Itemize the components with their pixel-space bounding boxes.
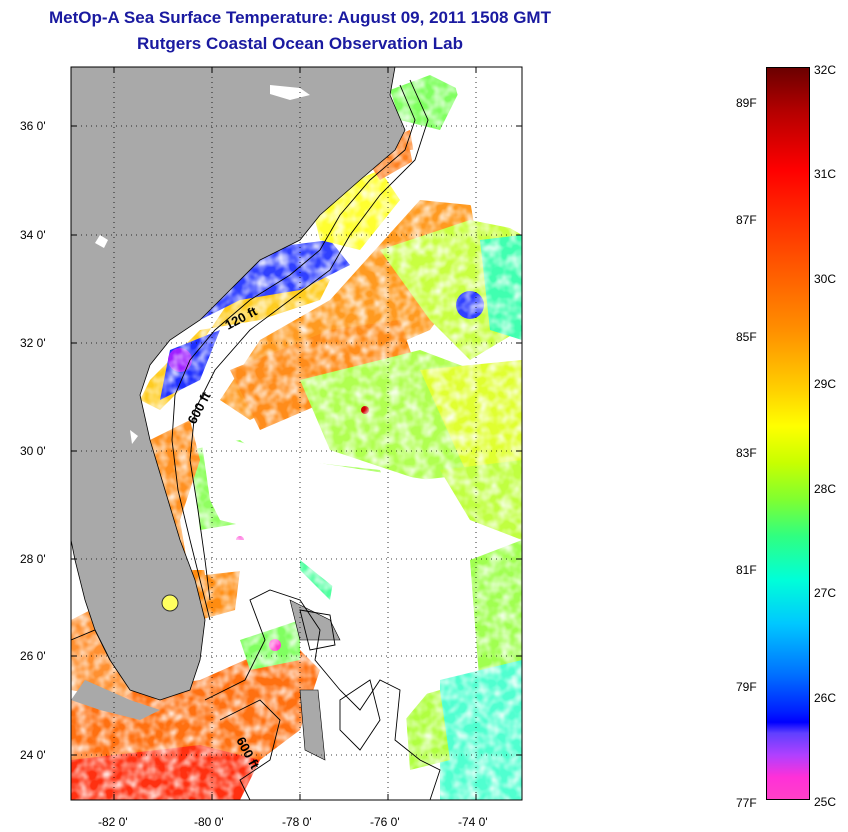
lat-label: 30 0'	[20, 444, 46, 458]
graticule	[71, 67, 522, 800]
fahrenheit-label: 79F	[736, 680, 757, 694]
celsius-label: 29C	[814, 377, 837, 391]
celsius-label: 28C	[814, 482, 837, 496]
land	[71, 67, 406, 761]
fahrenheit-label: 83F	[736, 446, 757, 460]
celsius-label: 30C	[814, 272, 837, 286]
fahrenheit-label: 85F	[736, 330, 757, 344]
celsius-label: 31C	[814, 167, 837, 181]
lat-label: 32 0'	[20, 336, 46, 350]
celsius-label: 27C	[814, 586, 837, 600]
fahrenheit-label: 89F	[736, 96, 757, 110]
lat-label: 34 0'	[20, 228, 46, 242]
fahrenheit-label: 77F	[736, 796, 757, 810]
chart-subtitle: Rutgers Coastal Ocean Observation Lab	[137, 34, 463, 53]
lat-label: 26 0'	[20, 649, 46, 663]
celsius-label: 26C	[814, 691, 837, 705]
color-scale-bar	[766, 67, 810, 800]
fahrenheit-label: 87F	[736, 213, 757, 227]
chart-title: MetOp-A Sea Surface Temperature: August …	[49, 8, 551, 27]
lat-label: 24 0'	[20, 748, 46, 762]
celsius-label: 32C	[814, 63, 837, 77]
bathymetry-contours	[71, 79, 441, 800]
lon-label: -78 0'	[282, 815, 312, 829]
lon-label: -80 0'	[194, 815, 224, 829]
celsius-label: 25C	[814, 795, 837, 809]
lon-label: -76 0'	[370, 815, 400, 829]
lon-label: -74 0'	[458, 815, 488, 829]
lat-label: 36 0'	[20, 119, 46, 133]
fahrenheit-label: 81F	[736, 563, 757, 577]
lat-label: 28 0'	[20, 552, 46, 566]
axis-ticks	[71, 67, 522, 800]
lon-label: -82 0'	[98, 815, 128, 829]
map-frame	[70, 66, 523, 801]
